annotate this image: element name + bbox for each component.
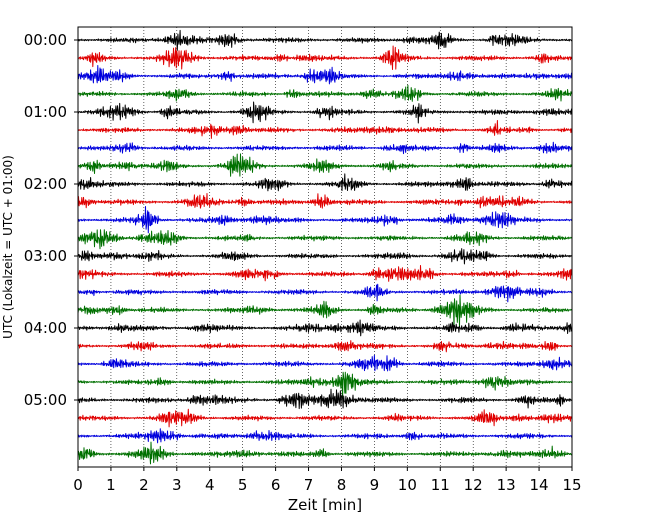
y-tick-label: 03:00 [24,247,67,265]
trace-line [77,29,573,51]
trace-line [77,120,573,139]
trace-line [77,229,573,250]
trace-line [77,283,573,303]
x-tick-label: 0 [73,476,83,494]
trace-line [77,371,573,400]
x-tick-label: 4 [205,476,215,494]
x-axis: 0 1 2 3 4 5 6 7 8 9 10 11 12 13 14 15 [73,467,582,494]
x-tick-label: 2 [139,476,149,494]
trace-line [77,354,573,372]
x-tick-label: 5 [238,476,248,494]
x-tick-label: 12 [464,476,483,494]
minute-grid [110,27,540,467]
trace-line [77,193,573,209]
y-tick-label: 00:00 [24,31,67,49]
x-tick-label: 3 [172,476,182,494]
x-tick-label: 10 [398,476,417,494]
trace-line [77,388,573,410]
y-tick-label: 01:00 [24,103,67,121]
trace-line [77,153,573,177]
trace-line [77,84,573,102]
x-axis-label: Zeit [min] [288,496,362,514]
trace-line [77,441,573,465]
plot-frame [77,26,573,468]
trace-line [77,294,573,328]
trace-line [77,319,573,337]
y-axis-label: UTC (Lokalzeit = UTC + 01:00) [1,155,15,339]
trace-line [77,428,573,444]
x-tick-label: 1 [106,476,116,494]
x-tick-label: 13 [497,476,516,494]
trace-line [77,173,573,192]
trace-line [77,45,573,70]
trace-line [77,101,573,124]
x-tick-label: 14 [530,476,549,494]
x-tick-label: 6 [271,476,281,494]
trace-line [77,408,573,428]
y-tick-label: 04:00 [24,319,67,337]
x-tick-label: 8 [337,476,347,494]
y-axis: 00:00 01:00 02:00 03:00 04:00 05:00 [24,31,78,409]
x-tick-label: 7 [304,476,314,494]
trace-line [77,206,573,234]
x-tick-label: 9 [370,476,380,494]
trace-line [77,141,573,155]
x-tick-label: 11 [431,476,450,494]
trace-line [77,340,573,353]
trace-line [77,248,573,265]
trace-line [77,265,572,282]
x-tick-label: 15 [562,476,581,494]
trace-line [77,65,573,85]
y-tick-label: 05:00 [24,391,67,409]
y-tick-label: 02:00 [24,175,67,193]
trace-group [77,29,573,465]
